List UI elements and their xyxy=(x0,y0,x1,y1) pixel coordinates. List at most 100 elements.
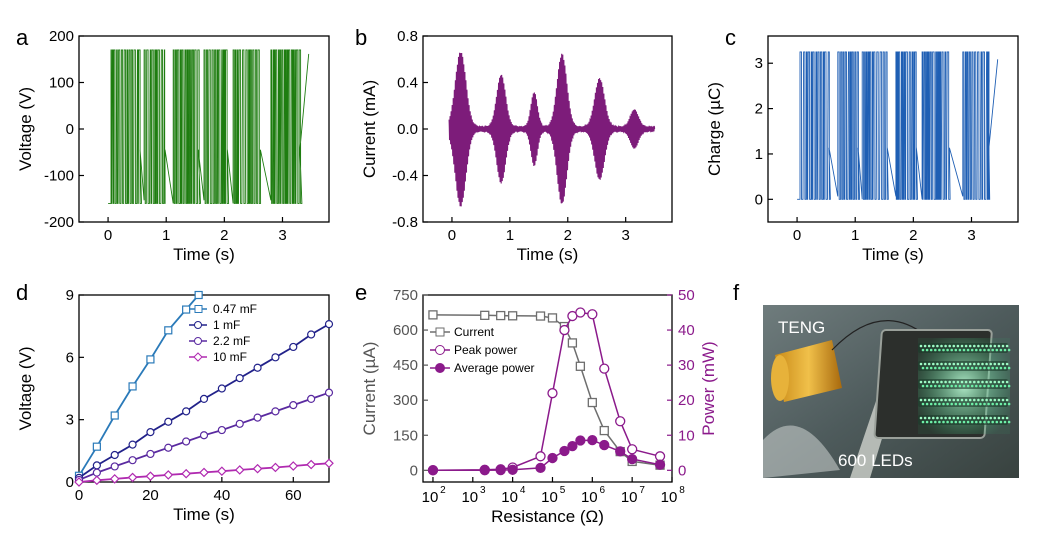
panel-d-point xyxy=(288,461,299,471)
panel-b-y-tick-label: -0.8 xyxy=(392,214,418,231)
panel-a-y-tick-label: -200 xyxy=(44,214,74,231)
panel-a-y-tick-label: 0 xyxy=(66,121,74,138)
led-dot xyxy=(929,384,933,388)
panel-d-point xyxy=(182,305,191,314)
panel-e-y2-tick-label: 0 xyxy=(678,462,686,479)
led-dot xyxy=(925,348,929,352)
panel-e-point xyxy=(575,361,586,371)
panel-e-point xyxy=(587,435,598,446)
panel-d-point xyxy=(182,437,191,446)
panel-c-y-axis-label: Charge (µC) xyxy=(705,82,724,176)
panel-e-x-tick-exponent: 4 xyxy=(520,485,526,496)
led-dot xyxy=(923,344,927,348)
led-dot xyxy=(970,384,974,388)
led-dot xyxy=(1007,402,1011,406)
led-dot xyxy=(938,402,941,406)
panel-b-y-axis-label: Current (mA) xyxy=(360,80,379,178)
panel-d-point xyxy=(217,466,227,477)
led-dot xyxy=(995,420,999,424)
led-dot xyxy=(932,380,935,384)
led-dot xyxy=(948,416,951,420)
led-dot xyxy=(977,362,980,366)
panel-e-point xyxy=(615,416,626,427)
led-dot xyxy=(934,420,937,424)
led-dot xyxy=(966,366,970,370)
panel-a-x-tick-label: 1 xyxy=(162,227,170,244)
led-dot xyxy=(921,366,925,370)
led-dot xyxy=(932,344,935,348)
led-dot xyxy=(970,348,974,352)
led-dot xyxy=(985,398,988,402)
panel-e-legend-marker xyxy=(435,345,445,355)
panel-d-point xyxy=(199,394,209,403)
led-dot xyxy=(925,402,929,406)
panel-e-point xyxy=(547,313,558,323)
led-dot xyxy=(950,348,953,352)
led-dot xyxy=(944,380,947,384)
led-dot xyxy=(968,398,972,402)
led-dot xyxy=(997,380,1001,384)
led-dot xyxy=(921,384,925,388)
panel-e-point xyxy=(535,462,546,474)
led-dot xyxy=(993,398,997,402)
panel-e-point xyxy=(495,464,506,476)
led-dot xyxy=(981,380,984,384)
panel-label-b: b xyxy=(355,25,367,50)
led-dot xyxy=(950,402,953,406)
panel-b-y-tick-label: 0.8 xyxy=(397,28,418,45)
led-dot xyxy=(960,362,964,366)
panel-a-x-axis-label: Time (s) xyxy=(173,245,235,264)
panel-e-y2-axis-label: Power (mW) xyxy=(699,341,718,435)
led-dot xyxy=(991,402,994,406)
led-dot xyxy=(940,416,943,420)
led-dot xyxy=(952,344,956,348)
panel-e-y2-tick-label: 40 xyxy=(678,322,695,339)
led-dot xyxy=(960,398,964,402)
led-dot xyxy=(952,416,956,420)
led-dot xyxy=(934,366,937,370)
panel-d-point xyxy=(306,459,316,470)
led-dot xyxy=(944,362,947,366)
panel-d-point xyxy=(164,417,173,426)
panel-c-y-tick-label: 0 xyxy=(755,191,763,208)
led-dot xyxy=(973,344,976,348)
led-dot xyxy=(983,384,986,388)
panel-d-point xyxy=(270,462,281,473)
led-dot xyxy=(942,366,945,370)
led-dot xyxy=(925,366,929,370)
panel-e-x-tick-exponent: 3 xyxy=(480,485,486,496)
panel-d-point xyxy=(127,472,138,483)
led-dot xyxy=(987,348,990,352)
panel-e-point xyxy=(559,324,570,336)
led-dot xyxy=(927,416,931,420)
led-dot xyxy=(1001,416,1005,420)
teng-device xyxy=(775,340,842,402)
led-strip xyxy=(918,379,1008,389)
led-dot xyxy=(960,416,964,420)
panel-a-signal-trace xyxy=(108,49,310,204)
panel-c-y-tick-label: 3 xyxy=(755,55,763,72)
led-rows xyxy=(918,343,1011,425)
led-dot xyxy=(962,366,966,370)
panel-d-point xyxy=(271,353,280,362)
panel-d-point xyxy=(324,319,334,329)
led-dot xyxy=(983,366,986,370)
panel-b-current-trace xyxy=(448,52,656,207)
led-dot xyxy=(956,398,960,402)
led-dot xyxy=(919,398,923,402)
led-dot xyxy=(1001,398,1005,402)
panel-d-point xyxy=(289,401,298,410)
panel-d-x-axis-label: Time (s) xyxy=(173,505,235,524)
led-dot xyxy=(919,416,923,420)
panel-e-point xyxy=(427,465,439,476)
led-dot xyxy=(981,344,984,348)
led-dot xyxy=(997,398,1001,402)
led-dot xyxy=(932,398,935,402)
panel-e-x-tick-label: 10 xyxy=(541,489,558,506)
led-dot xyxy=(989,416,992,420)
led-dot xyxy=(940,380,943,384)
led-dot xyxy=(981,362,984,366)
panel-d-point xyxy=(92,475,102,486)
panel-d-y-tick-label: 0 xyxy=(66,474,74,491)
